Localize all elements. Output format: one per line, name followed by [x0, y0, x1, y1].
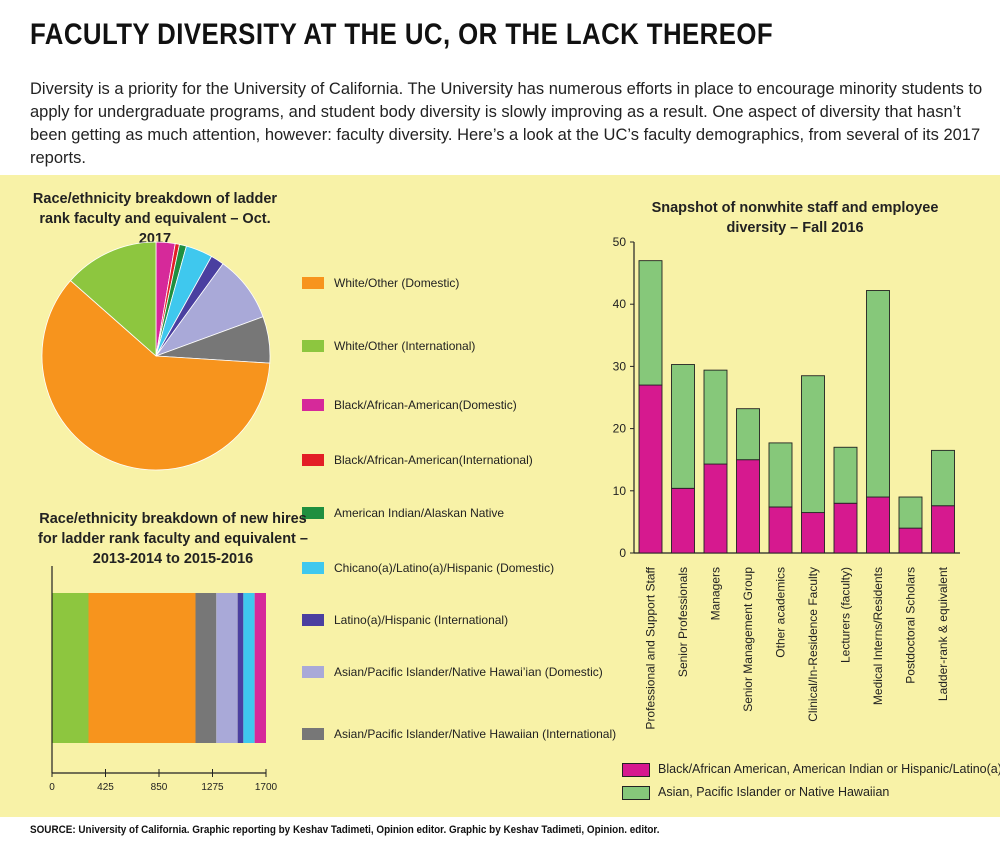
legend-item: White/Other (Domestic): [302, 275, 459, 291]
vbar-segment: [898, 496, 923, 529]
legend-swatch: [302, 727, 324, 740]
vbar-segment: [703, 463, 728, 554]
vbar-segment: [866, 290, 890, 498]
hbar-chart: 0 425 850 1275 1700: [49, 566, 278, 793]
hbar-tick-label: 0: [49, 782, 55, 793]
legend-item: Black/African-American(Domestic): [302, 397, 517, 413]
vbar-segment: [703, 369, 728, 465]
vbar-category-label: Lecturers (faculty): [839, 567, 853, 663]
hbar-tick-label: 1700: [255, 782, 278, 793]
hbar-segment: [254, 593, 266, 743]
vbar-category-label: Senior Management Group: [741, 567, 755, 712]
vbar-category-label: Medical Interns/Residents: [871, 567, 885, 705]
vbar-segment: [638, 260, 663, 386]
vbar-category-label: Professional and Support Staff: [644, 566, 658, 729]
page-title: FACULTY DIVERSITY AT THE UC, OR THE LACK…: [30, 18, 774, 51]
vbar-legend-item-0: Black/African American, American Indian …: [622, 762, 1000, 777]
legend-item: Latino(a)/Hispanic (International): [302, 612, 508, 628]
vbar-tick-label: 10: [613, 484, 627, 498]
hbar-segment: [52, 593, 89, 743]
legend-swatch: [302, 339, 324, 352]
hbar-segment: [237, 593, 244, 743]
legend-item: Chicano(a)/Latino(a)/Hispanic (Domestic): [302, 560, 554, 576]
vbar-segment: [801, 375, 825, 514]
legend-label: White/Other (International): [334, 338, 476, 353]
vbar-segment: [768, 442, 793, 508]
vbar-segment: [768, 506, 793, 554]
legend-label: Black/African-American(Domestic): [334, 397, 517, 412]
vbar-legend-label: Asian, Pacific Islander or Native Hawaii…: [658, 785, 890, 799]
vbar-category-label: Ladder-rank & equivalent: [936, 566, 950, 701]
legend-item: Asian/Pacific Islander/Native Hawaiian (…: [302, 726, 616, 742]
pie-chart-title: Race/ethnicity breakdown of ladder rank …: [32, 191, 278, 247]
hbar-segment: [243, 593, 255, 743]
hbar-tick-label: 1275: [201, 782, 224, 793]
vbar-tick-label: 40: [613, 297, 627, 311]
vbar-chart-title: Snapshot of nonwhite staff and employee …: [651, 200, 939, 236]
vbar-category-label: Postdoctoral Scholars: [904, 567, 918, 684]
vbar-tick-label: 50: [613, 235, 627, 249]
pie-chart: [41, 241, 271, 471]
vbar-segment: [833, 502, 858, 554]
vbar-segment: [736, 459, 760, 554]
vbar-segment: [671, 487, 695, 554]
vbar-segment: [833, 446, 858, 504]
legend-swatch: [302, 398, 324, 411]
legend-label: Black/African-American(International): [334, 452, 533, 467]
vbar-category-label: Senior Professionals: [676, 567, 690, 677]
source-note: SOURCE: University of California. Graphi…: [30, 824, 660, 836]
vbar-segment: [736, 408, 760, 461]
hbar-chart-title: Race/ethnicity breakdown of new hires fo…: [38, 511, 308, 567]
intro-paragraph: Diversity is a priority for the Universi…: [30, 80, 983, 167]
hbar-tick-label: 425: [97, 782, 114, 793]
vbar-legend-swatch: [622, 785, 650, 800]
vbar-tick-label: 20: [613, 422, 627, 436]
legend-label: Asian/Pacific Islander/Native Hawaiian (…: [334, 726, 617, 741]
legend-item: American Indian/Alaskan Native: [302, 505, 504, 521]
legend-label: Chicano(a)/Latino(a)/Hispanic (Domestic): [334, 560, 555, 575]
vbar-category-label: Other academics: [774, 567, 788, 658]
vbar-segment: [801, 512, 825, 554]
vbar-legend-item-1: Asian, Pacific Islander or Native Hawaii…: [622, 785, 889, 800]
legend-item: Asian/Pacific Islander/Native Hawai’ian …: [302, 664, 603, 680]
legend-label: White/Other (Domestic): [334, 275, 460, 290]
legend-label: American Indian/Alaskan Native: [334, 505, 505, 520]
vbar-tick-label: 0: [619, 546, 626, 560]
hbar-segment: [88, 593, 196, 743]
hbar-segment: [195, 593, 217, 743]
legend-swatch: [302, 561, 324, 574]
pie-slice: [41, 280, 271, 471]
vbar-chart: 0 10 20 30 40 50 Professional and Support Staf…: [613, 235, 960, 730]
vbar-legend-label: Black/African American, American Indian …: [658, 762, 1000, 776]
legend-swatch: [302, 506, 324, 519]
vbar-segment: [638, 384, 663, 554]
vbar-legend-swatch: [622, 762, 650, 777]
vbar-segment: [866, 496, 890, 554]
legend-label: Asian/Pacific Islander/Native Hawai’ian …: [334, 664, 603, 679]
vbar-category-label: Managers: [709, 567, 723, 620]
legend-item: White/Other (International): [302, 338, 475, 354]
hbar-segment: [216, 593, 238, 743]
vbar-segment: [671, 364, 695, 489]
vbar-category-label: Clinical/In-Residence Faculty: [806, 567, 820, 722]
legend-label: Latino(a)/Hispanic (International): [334, 612, 509, 627]
hbar-tick-label: 850: [151, 782, 168, 793]
pie-slice: [69, 241, 157, 357]
vbar-segment: [898, 527, 923, 554]
legend-swatch: [302, 453, 324, 466]
legend-swatch: [302, 613, 324, 626]
vbar-segment: [931, 449, 955, 507]
legend-swatch: [302, 665, 324, 678]
legend-item: Black/African-American(International): [302, 452, 533, 468]
legend-swatch: [302, 276, 324, 289]
vbar-tick-label: 30: [613, 359, 627, 373]
vbar-segment: [931, 505, 955, 554]
